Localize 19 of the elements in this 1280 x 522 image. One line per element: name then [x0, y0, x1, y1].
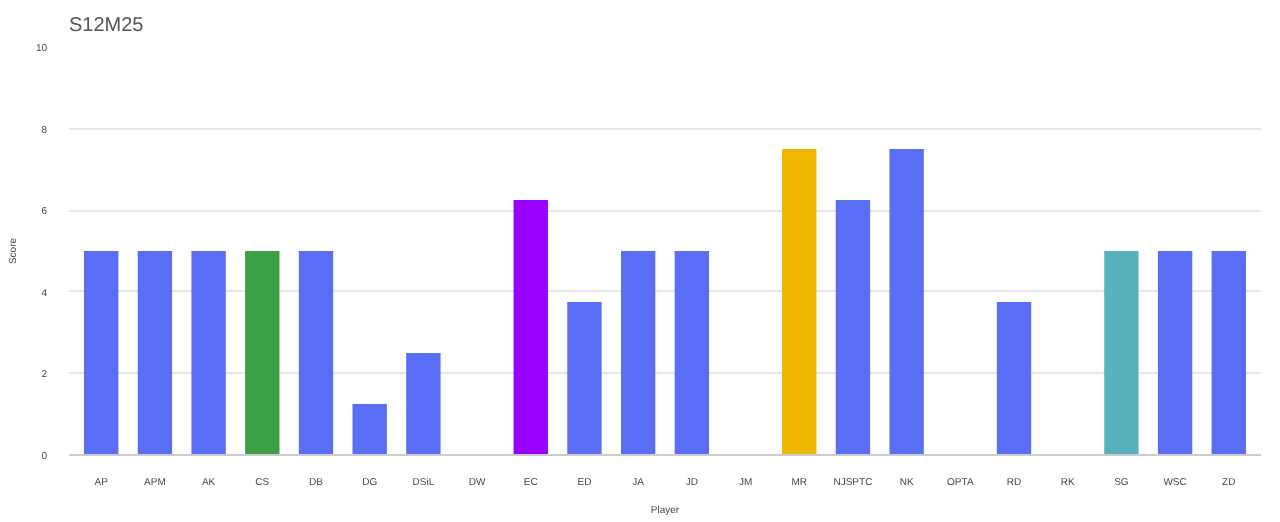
- bar: [1211, 251, 1246, 455]
- bar: [245, 251, 280, 455]
- bar: [84, 251, 119, 455]
- chart-title: S12M25: [69, 15, 145, 37]
- bar: [835, 200, 871, 455]
- bar: [137, 251, 173, 455]
- bar: [1157, 251, 1193, 455]
- bar: [567, 302, 602, 455]
- bar: [191, 251, 226, 455]
- bar: [352, 404, 387, 455]
- bar: [298, 251, 334, 455]
- bar: [674, 251, 710, 455]
- bar: [1104, 251, 1139, 455]
- bar: [782, 149, 817, 455]
- bar: [620, 251, 656, 455]
- bar: [996, 302, 1032, 455]
- bar: [406, 353, 441, 455]
- bar: [889, 149, 924, 455]
- bar: [513, 200, 548, 455]
